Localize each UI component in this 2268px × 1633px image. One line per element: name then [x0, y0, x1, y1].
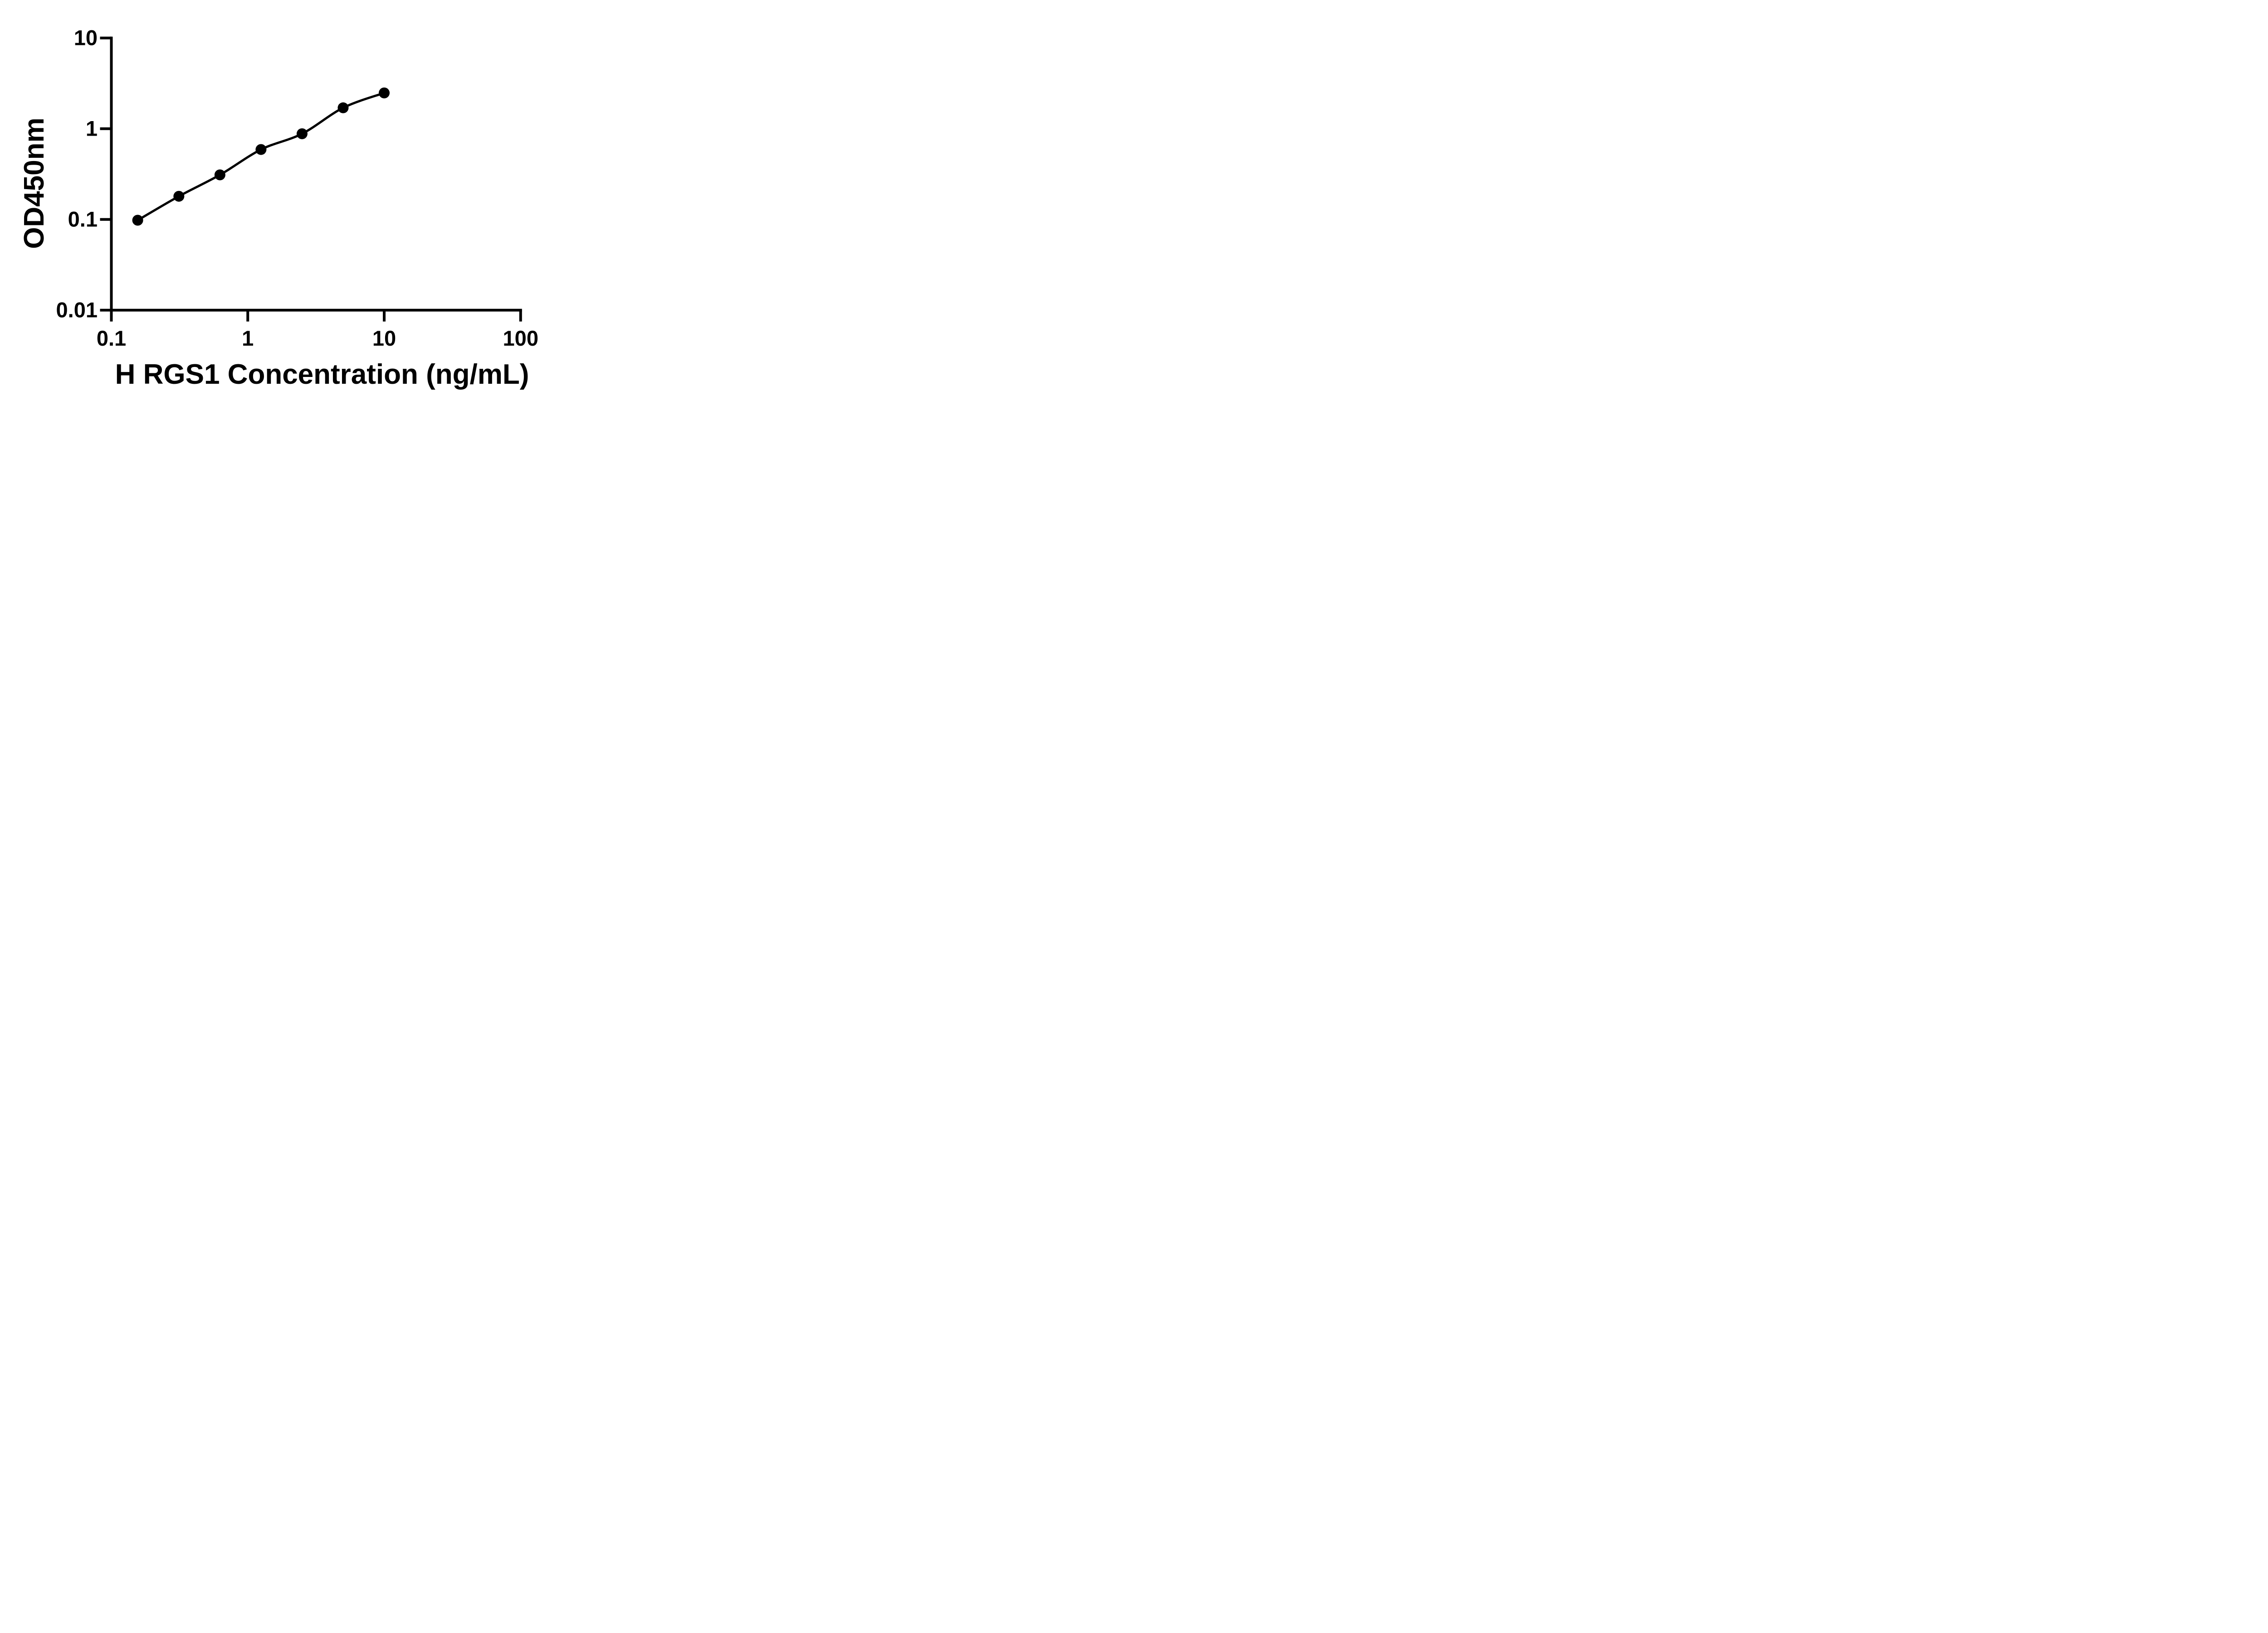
y-tick-label: 0.01 — [56, 298, 98, 322]
data-point — [337, 102, 349, 113]
y-tick-label: 1 — [85, 116, 98, 141]
x-tick-label: 100 — [503, 326, 538, 350]
x-tick-label: 0.1 — [96, 326, 127, 350]
data-point — [173, 191, 185, 202]
x-tick-label: 10 — [372, 326, 396, 350]
data-point — [132, 215, 143, 226]
data-point — [255, 144, 267, 155]
plot-area — [100, 36, 522, 322]
data-point — [296, 128, 308, 139]
elisa-standard-curve-figure: 10 1 0.1 0.01 0.1 1 10 100 H RGS1 Concentratio… — [0, 0, 582, 408]
y-tick-label: 10 — [73, 25, 98, 50]
data-point — [214, 169, 225, 181]
data-point — [379, 87, 390, 98]
y-axis-title: OD450nm — [19, 117, 50, 249]
x-tick-label: 1 — [242, 326, 254, 350]
fit-curve — [137, 92, 385, 221]
y-tick-label: 0.1 — [68, 207, 98, 231]
x-axis-title: H RGS1 Concentration (ng/mL) — [115, 359, 529, 390]
